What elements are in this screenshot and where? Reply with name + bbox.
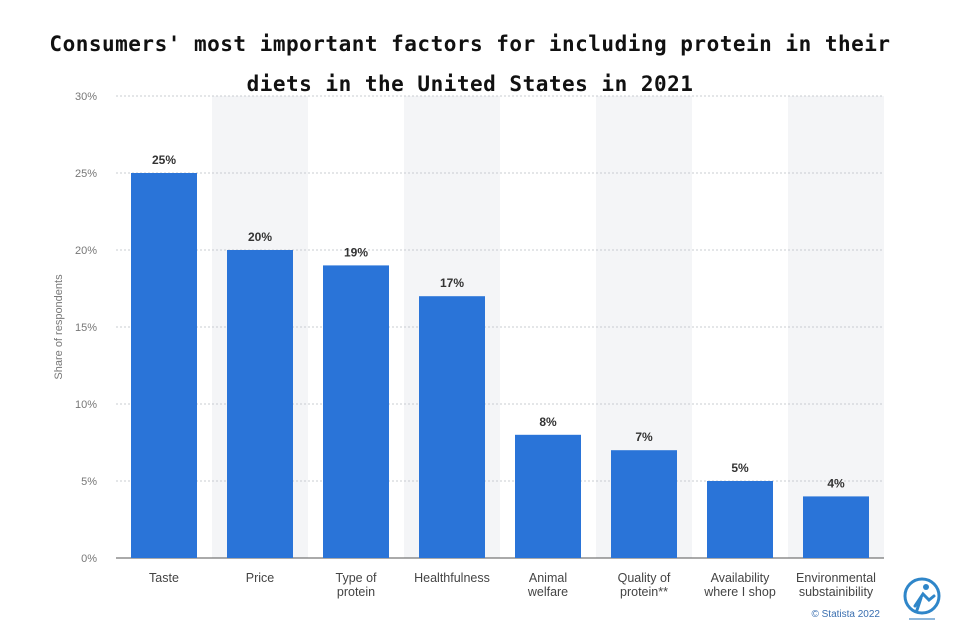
statista-credit[interactable]: © Statista 2022 — [811, 609, 880, 620]
x-tick-label: substainibility — [799, 585, 874, 599]
data-label: 17% — [440, 276, 464, 290]
chart-title-line-2: diets in the United States in 2021 — [246, 72, 694, 96]
x-tick-label: Healthfulness — [414, 571, 490, 585]
x-tick-label: protein** — [620, 585, 668, 599]
data-label: 19% — [344, 245, 368, 259]
y-tick-label: 15% — [75, 322, 97, 334]
y-tick-label: 0% — [81, 553, 97, 565]
data-label: 25% — [152, 153, 176, 167]
bar — [611, 450, 677, 558]
data-label: 8% — [539, 415, 557, 429]
bar — [419, 296, 485, 558]
x-tick-label: welfare — [527, 585, 568, 599]
bar — [707, 481, 773, 558]
data-label: 4% — [827, 476, 845, 490]
data-label: 20% — [248, 230, 272, 244]
chart-title: Consumers' most important factors for in… — [30, 24, 910, 104]
x-tick-label: protein — [337, 585, 375, 599]
bar — [131, 173, 197, 558]
x-tick-label: Taste — [149, 571, 179, 585]
bar — [323, 265, 389, 558]
bar — [803, 496, 869, 558]
x-tick-label: Availability — [711, 571, 771, 585]
bar — [515, 434, 581, 558]
y-tick-label: 20% — [75, 245, 97, 257]
x-tick-label: Environmental — [796, 571, 876, 585]
x-tick-label: where I shop — [703, 585, 776, 599]
data-label: 5% — [731, 461, 749, 475]
chart-title-line-1: Consumers' most important factors for in… — [49, 32, 891, 56]
y-tick-label: 30% — [75, 91, 97, 103]
x-tick-label: Type of — [336, 571, 378, 585]
brand-logo-icon — [903, 577, 941, 620]
data-label: 7% — [635, 430, 653, 444]
y-axis-title: Share of respondents — [53, 274, 65, 380]
y-tick-label: 10% — [75, 399, 97, 411]
y-tick-label: 25% — [75, 168, 97, 180]
x-tick-label: Price — [246, 571, 275, 585]
bar — [227, 250, 293, 558]
x-tick-label: Animal — [529, 571, 567, 585]
y-tick-label: 5% — [81, 476, 97, 488]
x-tick-label: Quality of — [618, 571, 671, 585]
